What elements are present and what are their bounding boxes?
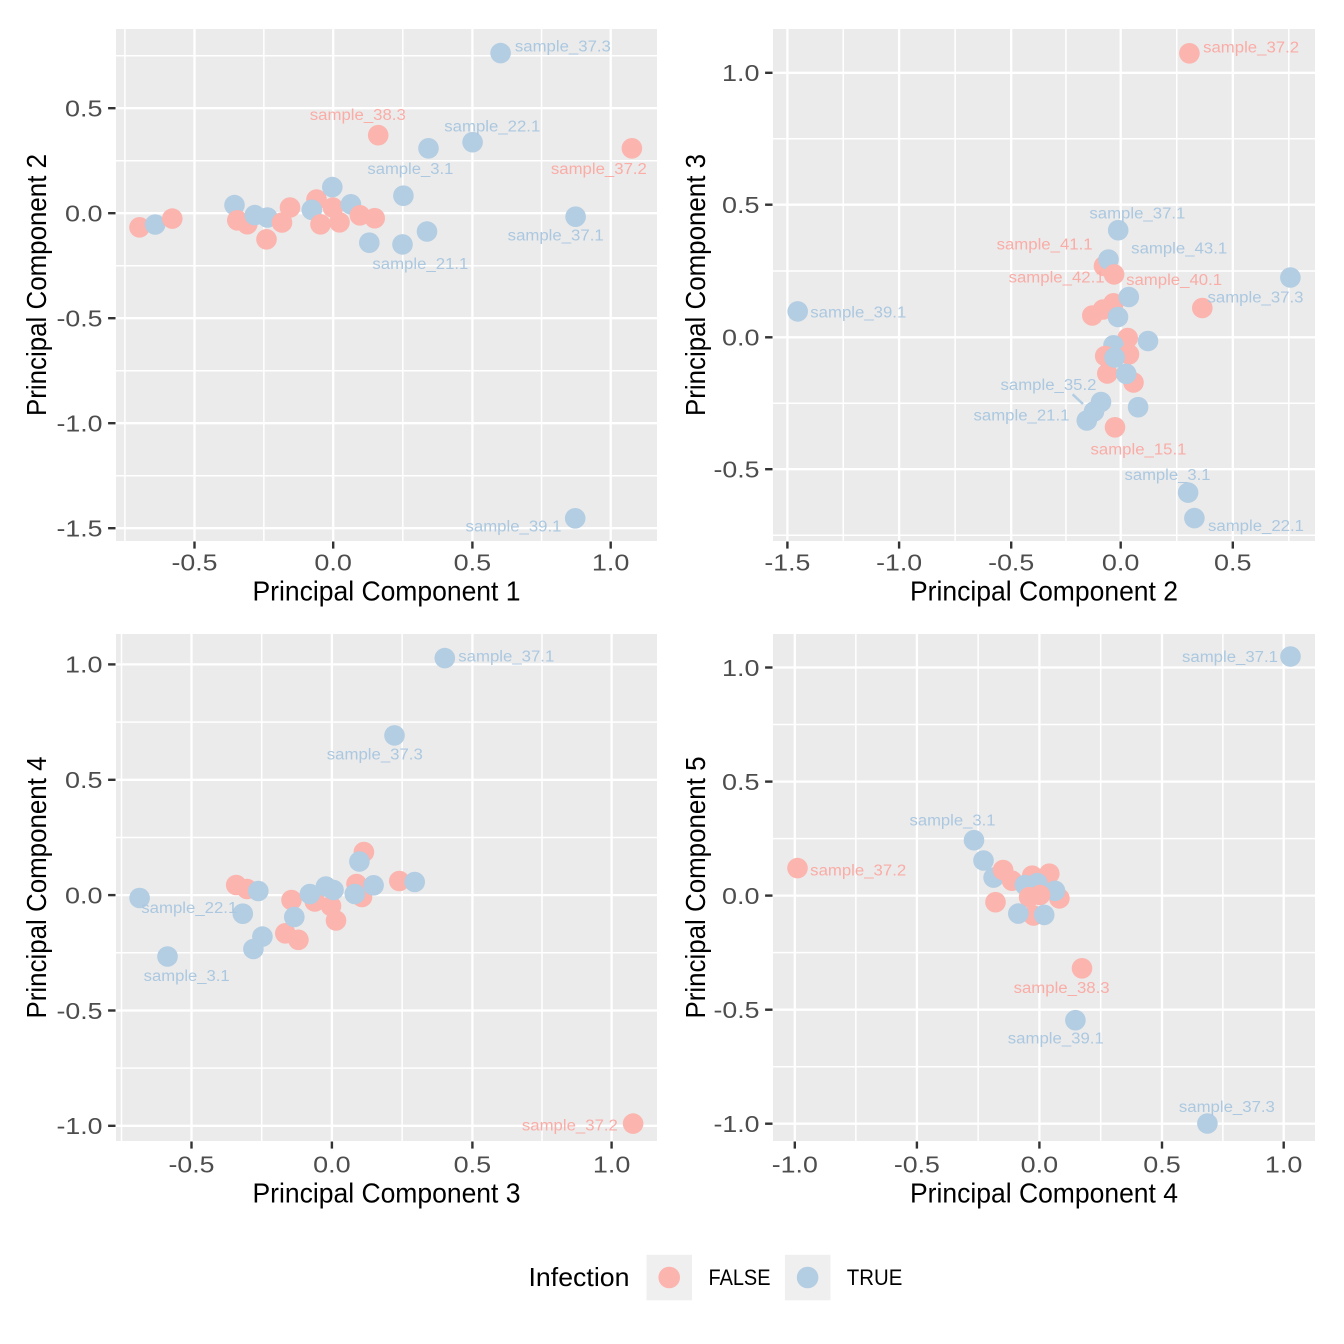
svg-text:sample_3.1: sample_3.1 [367, 161, 453, 178]
svg-text:sample_37.3: sample_37.3 [327, 747, 423, 764]
svg-text:sample_39.1: sample_39.1 [466, 518, 562, 535]
svg-text:0.5: 0.5 [454, 1152, 492, 1178]
svg-text:0.0: 0.0 [722, 883, 760, 909]
svg-text:sample_37.1: sample_37.1 [1089, 206, 1185, 223]
svg-text:1.0: 1.0 [593, 1152, 631, 1178]
svg-text:1.0: 1.0 [722, 60, 760, 86]
svg-text:sample_15.1: sample_15.1 [1091, 442, 1187, 459]
svg-text:-0.5: -0.5 [714, 997, 760, 1023]
svg-text:sample_37.2: sample_37.2 [1203, 39, 1299, 56]
svg-text:-0.5: -0.5 [894, 1152, 940, 1178]
svg-text:Principal Component 3: Principal Component 3 [680, 154, 711, 416]
svg-text:-0.5: -0.5 [169, 1152, 215, 1178]
svg-text:sample_22.1: sample_22.1 [141, 900, 237, 917]
svg-text:Principal Component 5: Principal Component 5 [680, 757, 711, 1019]
svg-text:1.0: 1.0 [592, 550, 630, 576]
svg-text:0.5: 0.5 [65, 767, 103, 793]
svg-text:sample_21.1: sample_21.1 [974, 408, 1070, 425]
svg-text:sample_37.1: sample_37.1 [508, 227, 604, 244]
svg-text:sample_35.2: sample_35.2 [1001, 377, 1097, 394]
svg-text:sample_37.3: sample_37.3 [1179, 1099, 1275, 1116]
svg-text:sample_42.1: sample_42.1 [1009, 270, 1105, 287]
svg-text:sample_38.3: sample_38.3 [1014, 980, 1110, 997]
svg-text:Principal Component 4: Principal Component 4 [21, 757, 52, 1019]
svg-text:0.0: 0.0 [314, 550, 352, 576]
svg-text:-1.5: -1.5 [764, 550, 810, 576]
svg-text:Infection: Infection [529, 1262, 630, 1292]
svg-text:-1.0: -1.0 [57, 1113, 103, 1139]
svg-text:0.5: 0.5 [454, 550, 492, 576]
svg-text:sample_37.1: sample_37.1 [458, 649, 554, 666]
svg-text:sample_37.2: sample_37.2 [551, 161, 647, 178]
svg-text:-0.5: -0.5 [714, 457, 760, 483]
svg-text:0.5: 0.5 [722, 192, 760, 218]
svg-text:0.0: 0.0 [1102, 550, 1140, 576]
svg-text:-1.0: -1.0 [876, 550, 922, 576]
svg-text:sample_43.1: sample_43.1 [1131, 241, 1227, 258]
svg-text:sample_37.2: sample_37.2 [810, 863, 906, 880]
svg-text:0.0: 0.0 [722, 325, 760, 351]
svg-text:sample_37.3: sample_37.3 [1208, 290, 1304, 307]
svg-text:sample_38.3: sample_38.3 [310, 107, 406, 124]
svg-text:1.0: 1.0 [65, 652, 103, 678]
svg-text:0.5: 0.5 [1214, 550, 1252, 576]
svg-text:sample_37.2: sample_37.2 [522, 1118, 618, 1135]
svg-text:0.0: 0.0 [65, 882, 103, 908]
svg-text:Principal Component 2: Principal Component 2 [910, 576, 1178, 607]
svg-text:sample_40.1: sample_40.1 [1126, 272, 1222, 289]
svg-text:Principal Component 3: Principal Component 3 [253, 1178, 521, 1209]
svg-text:sample_37.3: sample_37.3 [515, 39, 611, 56]
svg-text:sample_21.1: sample_21.1 [372, 256, 468, 273]
svg-text:-1.0: -1.0 [714, 1111, 760, 1137]
svg-text:Principal Component 4: Principal Component 4 [910, 1178, 1178, 1209]
svg-text:sample_22.1: sample_22.1 [444, 118, 540, 135]
svg-text:0.5: 0.5 [1143, 1152, 1181, 1178]
svg-text:FALSE: FALSE [709, 1265, 771, 1290]
svg-text:sample_3.1: sample_3.1 [1125, 467, 1211, 484]
svg-text:1.0: 1.0 [722, 655, 760, 681]
svg-text:Principal Component 1: Principal Component 1 [253, 576, 521, 607]
svg-text:-1.0: -1.0 [57, 411, 103, 437]
svg-text:-0.5: -0.5 [988, 550, 1034, 576]
svg-text:sample_3.1: sample_3.1 [144, 968, 230, 985]
svg-text:sample_3.1: sample_3.1 [910, 813, 996, 830]
svg-text:-0.5: -0.5 [172, 550, 218, 576]
svg-text:sample_22.1: sample_22.1 [1208, 518, 1304, 535]
svg-text:sample_39.1: sample_39.1 [810, 305, 906, 322]
svg-text:TRUE: TRUE [847, 1265, 903, 1290]
svg-text:0.5: 0.5 [65, 96, 103, 122]
svg-text:Principal Component 2: Principal Component 2 [21, 154, 52, 416]
svg-text:0.0: 0.0 [65, 201, 103, 227]
svg-text:-0.5: -0.5 [57, 998, 103, 1024]
svg-text:-1.0: -1.0 [772, 1152, 818, 1178]
svg-text:sample_39.1: sample_39.1 [1008, 1031, 1104, 1048]
svg-text:-1.5: -1.5 [57, 516, 103, 542]
svg-text:-0.5: -0.5 [57, 306, 103, 332]
svg-text:0.5: 0.5 [722, 769, 760, 795]
svg-text:sample_41.1: sample_41.1 [997, 237, 1093, 254]
svg-text:1.0: 1.0 [1265, 1152, 1303, 1178]
svg-text:sample_37.1: sample_37.1 [1182, 649, 1278, 666]
svg-text:0.0: 0.0 [313, 1152, 351, 1178]
svg-text:0.0: 0.0 [1021, 1152, 1059, 1178]
